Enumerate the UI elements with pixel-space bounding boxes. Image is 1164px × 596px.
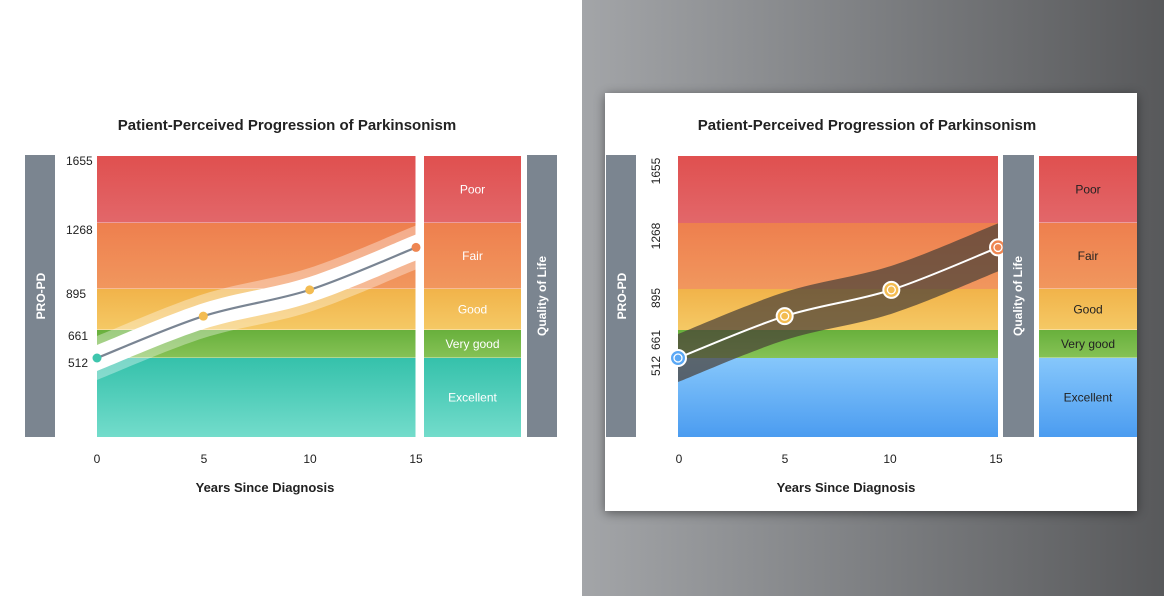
chart1-yticks: 1655 1268 895 661 512 xyxy=(66,154,93,370)
chart1-quality-label: Poor xyxy=(460,183,485,197)
chart2-ylabel: PRO-PD xyxy=(615,272,629,319)
chart2-data-point xyxy=(775,307,794,326)
chart2-quality-bands: Poor Fair Good Very good Excellent xyxy=(1039,156,1137,437)
chart2-xtick: 0 xyxy=(676,452,683,466)
chart1-xticks: 0 5 10 15 xyxy=(94,452,423,466)
chart2-points xyxy=(669,238,1007,367)
chart1-ytick: 1655 xyxy=(66,154,93,168)
chart2-quality-band xyxy=(1039,330,1137,358)
chart1-quality-band xyxy=(424,156,521,223)
chart1-line-layer xyxy=(96,246,417,360)
chart1-xtick: 0 xyxy=(94,452,101,466)
chart1-points xyxy=(92,242,421,363)
chart2-series-line xyxy=(677,246,999,359)
chart2-ytick: 895 xyxy=(649,288,663,308)
chart2-ytick: 1655 xyxy=(649,157,663,184)
chart2-xticks: 0 5 10 15 xyxy=(676,452,1003,466)
chart2-quality-band xyxy=(1039,223,1137,289)
chart1-bands xyxy=(97,156,416,437)
chart2-xlabel: Years Since Diagnosis xyxy=(777,480,916,495)
chart1-quality-label: Excellent xyxy=(448,391,497,405)
chart1-band-excellent xyxy=(97,358,416,437)
chart2-xtick: 5 xyxy=(782,452,789,466)
chart2-quality-label: Good xyxy=(1073,303,1102,317)
chart1-xlabel: Years Since Diagnosis xyxy=(196,480,335,495)
chart1-quality-label: Good xyxy=(458,303,487,317)
chart1-quality-band xyxy=(424,289,521,330)
chart1-ylabel: PRO-PD xyxy=(34,272,48,319)
chart1-title: Patient-Perceived Progression of Parkins… xyxy=(118,117,456,134)
chart2-quality-label: Fair xyxy=(1078,249,1099,263)
chart1-quality-band xyxy=(424,358,521,437)
chart2-ytick: 661 xyxy=(649,330,663,350)
chart2-data-point-ring xyxy=(993,242,1003,253)
chart2-ytick: 1268 xyxy=(649,222,663,249)
chart1-ylabel-bar xyxy=(25,155,55,437)
chart2-data-point-ring xyxy=(780,311,790,321)
chart2-quality-label: Excellent xyxy=(1064,391,1113,405)
chart2-yticks: 1655 1268 895 661 512 xyxy=(649,157,663,376)
chart2-band-poor xyxy=(678,156,998,223)
chart2-quality-band xyxy=(1039,358,1137,437)
chart1-right-label-bar xyxy=(527,155,557,437)
chart2-data-point-ring xyxy=(673,353,683,363)
chart1-data-point xyxy=(411,242,421,252)
chart2-ylabel-bar xyxy=(606,155,636,437)
chart1-data-point xyxy=(92,353,102,363)
chart2-right-label: Quality of Life xyxy=(1011,256,1025,336)
chart1-ytick: 1268 xyxy=(66,223,93,237)
chart2-xtick: 10 xyxy=(883,452,897,466)
chart2-bands xyxy=(678,156,998,437)
chart2-quality-label: Poor xyxy=(1075,183,1100,197)
chart2-data-point xyxy=(669,349,687,367)
chart2-right-label-bar xyxy=(1003,155,1034,437)
chart1-xtick: 15 xyxy=(409,452,423,466)
chart1-quality-bands: Poor Fair Good Very good Excellent xyxy=(424,156,521,437)
chart2-title: Patient-Perceived Progression of Parkins… xyxy=(698,117,1036,134)
chart1-quality-band xyxy=(424,330,521,358)
chart1-xtick: 5 xyxy=(201,452,208,466)
chart1-quality-label: Fair xyxy=(462,249,483,263)
chart1-data-point xyxy=(198,311,208,321)
chart1-ytick: 512 xyxy=(68,356,88,370)
chart2-quality-band xyxy=(1039,156,1137,223)
chart1-series-line xyxy=(96,246,417,360)
chart2-quality-band xyxy=(1039,289,1137,330)
chart1-quality-label: Very good xyxy=(445,337,499,351)
chart1-ytick: 895 xyxy=(66,287,86,301)
chart1-quality-band xyxy=(424,223,521,289)
chart2-quality-label: Very good xyxy=(1061,337,1115,351)
chart2-band-excellent xyxy=(678,358,998,437)
chart1-xtick: 10 xyxy=(303,452,317,466)
chart2-data-point xyxy=(882,280,901,299)
chart2-line-layer xyxy=(677,246,999,359)
chart1-data-point xyxy=(305,285,315,295)
chart1-band-poor xyxy=(97,156,416,223)
chart2-ytick: 512 xyxy=(649,356,663,376)
chart2-data-point-ring xyxy=(886,285,896,295)
chart1-right-label: Quality of Life xyxy=(535,256,549,336)
chart2-xtick: 15 xyxy=(989,452,1003,466)
chart1-ytick: 661 xyxy=(68,329,88,343)
